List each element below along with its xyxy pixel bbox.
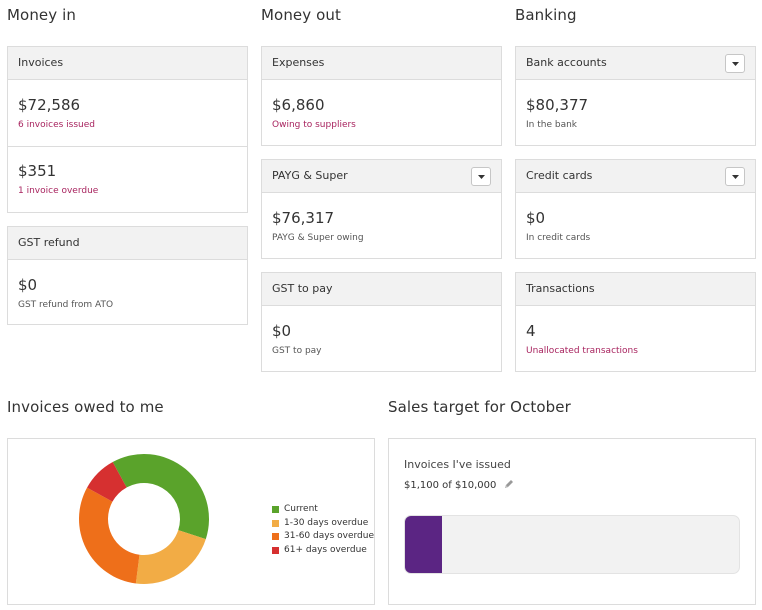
bank-accounts-sub: In the bank	[526, 120, 577, 130]
payg-label: PAYG & Super	[272, 169, 348, 182]
caret-down-icon	[732, 175, 739, 179]
sales-target-label: Invoices I've issued	[404, 458, 511, 471]
bank-accounts-amount: $80,377	[526, 96, 589, 114]
legend-swatch	[272, 546, 279, 554]
legend-label: 1-30 days overdue	[284, 517, 369, 528]
donut-legend: Current 1-30 days overdue 31-60 days overd…	[272, 504, 374, 564]
pencil-icon[interactable]	[504, 479, 514, 489]
transactions-link[interactable]: Unallocated transactions	[526, 346, 638, 356]
gst-refund-sub: GST refund from ATO	[18, 300, 114, 310]
gst-refund-card-header: GST refund	[8, 227, 247, 260]
gst-refund-amount: $0	[18, 276, 38, 294]
banking-title: Banking	[515, 6, 577, 24]
payg-sub: PAYG & Super owing	[272, 233, 364, 243]
transactions-amount: 4	[526, 322, 536, 340]
credit-cards-card[interactable]: Credit cards $0 In credit cards	[515, 159, 756, 259]
credit-cards-dropdown-button[interactable]	[725, 167, 745, 186]
invoices-card[interactable]: Invoices $72,586 6 invoices issued $351 …	[7, 46, 248, 213]
donut-slice-31-60-days-overdue[interactable]	[78, 487, 140, 584]
gst-pay-label: GST to pay	[272, 282, 333, 295]
bank-accounts-label: Bank accounts	[526, 56, 607, 69]
transactions-card[interactable]: Transactions 4 Unallocated transactions	[515, 272, 756, 372]
legend-swatch	[272, 519, 279, 527]
bank-accounts-card[interactable]: Bank accounts $80,377 In the bank	[515, 46, 756, 146]
caret-down-icon	[732, 62, 739, 66]
invoices-overdue-amount: $351	[18, 162, 57, 180]
gst-pay-card-header: GST to pay	[262, 273, 501, 306]
donut-slice-1-30-days-overdue[interactable]	[135, 530, 206, 584]
legend-label: 31-60 days overdue	[284, 531, 374, 541]
invoices-overdue-link[interactable]: 1 invoice overdue	[18, 186, 99, 196]
money-out-title: Money out	[261, 6, 341, 24]
expenses-card[interactable]: Expenses $6,860 Owing to suppliers	[261, 46, 502, 146]
caret-down-icon	[478, 175, 485, 179]
donut-slice-61-days-overdue[interactable]	[87, 462, 127, 502]
expenses-amount: $6,860	[272, 96, 325, 114]
invoices-card-header: Invoices	[8, 47, 247, 80]
sales-target-progress-text: $1,100 of $10,000	[404, 480, 497, 491]
invoices-label: Invoices	[18, 56, 64, 69]
payg-dropdown-button[interactable]	[471, 167, 491, 186]
bank-accounts-card-header: Bank accounts	[516, 47, 755, 80]
transactions-label: Transactions	[526, 282, 595, 295]
invoices-issued-amount: $72,586	[18, 96, 81, 114]
invoices-owed-donut-chart[interactable]	[74, 449, 214, 589]
sales-target-title: Sales target for October	[388, 398, 571, 416]
invoices-overdue-block[interactable]: $351 1 invoice overdue	[8, 146, 247, 212]
sales-target-progress-bar	[404, 515, 740, 574]
gst-pay-card[interactable]: GST to pay $0 GST to pay	[261, 272, 502, 372]
money-in-title: Money in	[7, 6, 76, 24]
donut-slice-current[interactable]	[112, 454, 210, 540]
invoices-owed-title: Invoices owed to me	[7, 398, 164, 416]
expenses-card-header: Expenses	[262, 47, 501, 80]
gst-pay-amount: $0	[272, 322, 292, 340]
sales-target-progress-row: $1,100 of $10,000	[404, 479, 514, 491]
gst-refund-label: GST refund	[18, 236, 80, 249]
gst-refund-card[interactable]: GST refund $0 GST refund from ATO	[7, 226, 248, 325]
credit-cards-label: Credit cards	[526, 169, 593, 182]
invoices-owed-panel: Current 1-30 days overdue 31-60 days overd…	[7, 438, 375, 605]
gst-pay-sub: GST to pay	[272, 346, 322, 356]
credit-cards-card-header: Credit cards	[516, 160, 755, 193]
credit-cards-amount: $0	[526, 209, 546, 227]
legend-label: Current	[284, 504, 318, 514]
sales-target-panel: Invoices I've issued $1,100 of $10,000	[388, 438, 756, 605]
legend-swatch	[272, 533, 279, 540]
expenses-label: Expenses	[272, 56, 325, 69]
payg-card[interactable]: PAYG & Super $76,317 PAYG & Super owing	[261, 159, 502, 259]
payg-amount: $76,317	[272, 209, 335, 227]
payg-card-header: PAYG & Super	[262, 160, 501, 193]
credit-cards-sub: In credit cards	[526, 233, 591, 243]
legend-label: 61+ days overdue	[284, 544, 367, 555]
expenses-link[interactable]: Owing to suppliers	[272, 120, 356, 130]
card-divider	[8, 146, 247, 147]
bank-accounts-dropdown-button[interactable]	[725, 54, 745, 73]
invoices-issued-block[interactable]: $72,586 6 invoices issued	[8, 80, 247, 146]
sales-target-progress-fill	[405, 516, 442, 573]
invoices-issued-link[interactable]: 6 invoices issued	[18, 120, 95, 130]
transactions-card-header: Transactions	[516, 273, 755, 306]
legend-swatch	[272, 506, 279, 513]
